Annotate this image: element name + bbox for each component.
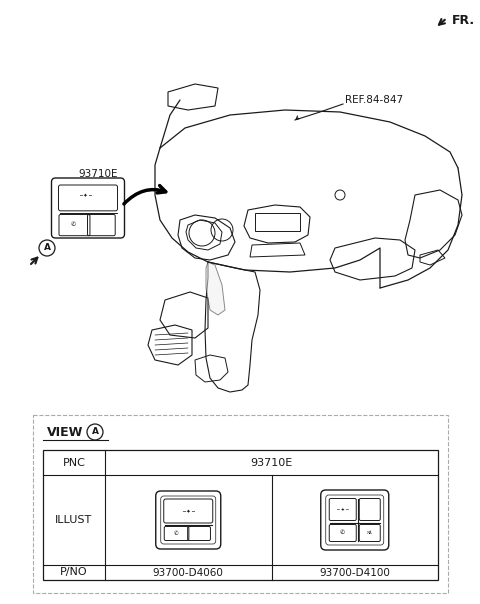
Text: REF.84-847: REF.84-847: [345, 95, 403, 105]
Text: ✆: ✆: [71, 222, 76, 226]
Text: 93710E: 93710E: [251, 457, 293, 467]
Text: ─ ✦ ─: ─ ✦ ─: [79, 193, 91, 199]
Text: A: A: [44, 243, 50, 252]
Text: FR.: FR.: [452, 14, 475, 27]
Text: VIEW: VIEW: [47, 425, 84, 439]
Text: ✆: ✆: [174, 531, 179, 536]
Text: ILLUST: ILLUST: [55, 515, 93, 525]
Text: P/NO: P/NO: [60, 568, 88, 577]
Text: A: A: [92, 428, 98, 437]
Text: ✆: ✆: [340, 530, 346, 536]
Text: 93710E: 93710E: [78, 169, 118, 179]
Text: ─ ✦ ─: ─ ✦ ─: [337, 507, 348, 512]
Bar: [43, 450, 438, 580]
Polygon shape: [206, 262, 225, 315]
Text: ─ ✦ ─: ─ ✦ ─: [182, 510, 195, 515]
Text: 93700-D4060: 93700-D4060: [153, 568, 224, 577]
Text: ЯÅ: ЯÅ: [367, 531, 372, 535]
Text: PNC: PNC: [62, 457, 85, 467]
Text: 93700-D4100: 93700-D4100: [319, 568, 390, 577]
